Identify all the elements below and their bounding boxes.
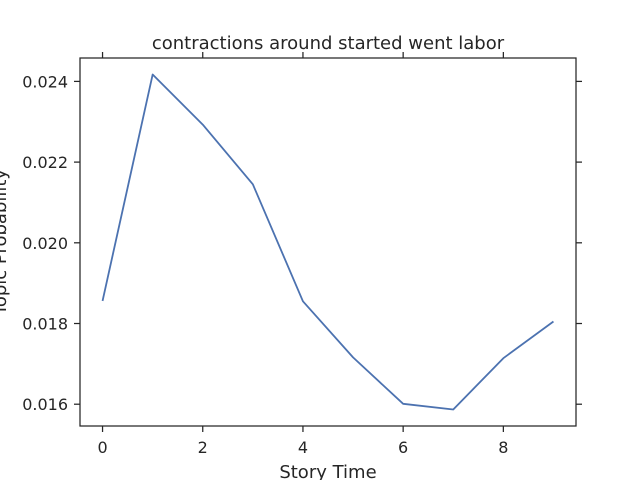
tick-labels: 0 2 4 6 8 0.016 0.018 0.020 0.022 0.024 [22,72,508,457]
x-tick-label: 4 [298,438,308,457]
ticks [74,52,582,432]
y-tick-label: 0.016 [22,395,68,414]
x-axis-label: Story Time [279,462,376,480]
series-line [101,73,554,411]
x-tick-label: 6 [398,438,408,457]
y-tick-label: 0.024 [22,72,68,91]
chart-title: contractions around started went labor [152,33,505,54]
y-tick-label: 0.022 [22,153,68,172]
y-tick-label: 0.020 [22,234,68,253]
x-tick-label: 0 [97,438,107,457]
plot-area [80,58,576,426]
plot-frame [79,57,577,427]
y-axis-label: Topic Probability [0,169,11,316]
x-tick-label: 8 [498,438,508,457]
x-tick-label: 2 [198,438,208,457]
y-tick-label: 0.018 [22,315,68,334]
